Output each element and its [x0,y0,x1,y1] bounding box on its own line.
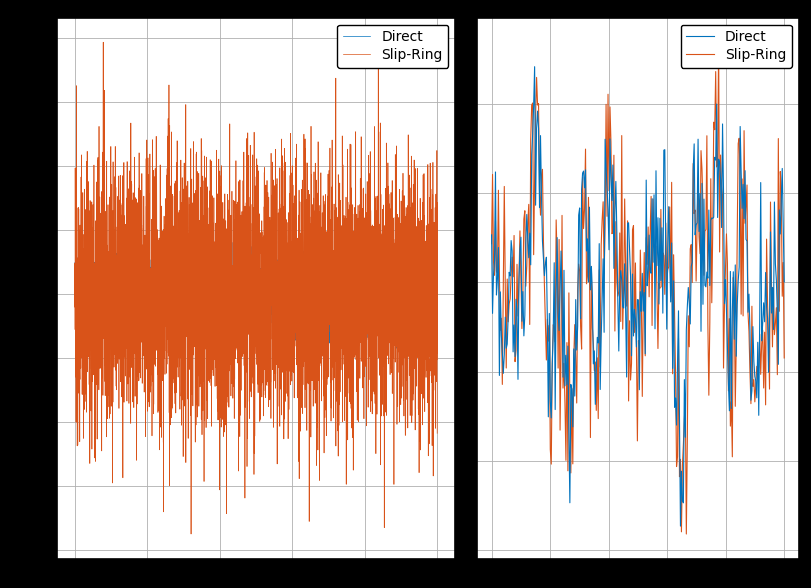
Direct [306,294,315,301]
Direct [487,310,497,317]
Direct [661,250,671,258]
Slip-Ring [136,266,146,273]
Line: Slip-Ring: Slip-Ring [75,42,437,534]
Direct [779,279,789,286]
Legend: Direct, Slip-Ring: Direct, Slip-Ring [680,25,792,68]
Slip-Ring [660,291,670,298]
Direct [676,523,685,530]
Slip-Ring [487,240,496,247]
Slip-Ring [779,355,789,362]
Slip-Ring [754,363,764,370]
Slip-Ring [666,292,676,299]
Slip-Ring [661,219,671,226]
Line: Slip-Ring: Slip-Ring [491,42,784,534]
Slip-Ring [306,284,315,291]
Slip-Ring [487,171,497,178]
Direct [285,233,295,240]
Slip-Ring [341,237,350,244]
Direct [368,299,378,306]
Slip-Ring [432,430,442,437]
Slip-Ring [714,39,723,46]
Direct [70,284,79,291]
Direct [662,326,672,333]
Direct [287,280,297,287]
Slip-Ring [98,39,108,46]
Direct [208,327,218,334]
Direct [432,279,442,286]
Direct [341,260,350,267]
Slip-Ring [70,303,79,310]
Direct [736,123,745,130]
Slip-Ring [208,225,218,232]
Direct [754,412,764,419]
Direct [487,231,496,238]
Slip-Ring [187,530,196,537]
Slip-Ring [681,530,691,537]
Line: Direct: Direct [75,237,437,358]
Direct [135,268,145,275]
Direct [667,239,676,246]
Slip-Ring [287,258,297,265]
Direct [410,354,419,361]
Slip-Ring [736,178,745,185]
Line: Direct: Direct [491,66,784,526]
Slip-Ring [368,250,378,258]
Direct [530,63,539,70]
Legend: Direct, Slip-Ring: Direct, Slip-Ring [337,25,448,68]
